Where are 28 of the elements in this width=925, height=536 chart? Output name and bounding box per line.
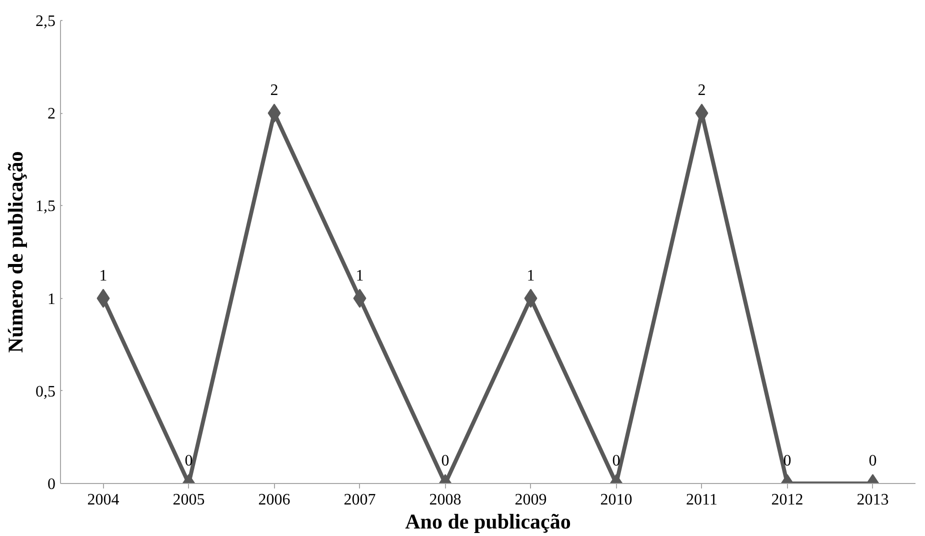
data-label: 0 (441, 452, 450, 470)
data-label: 0 (612, 452, 620, 470)
y-tick-label: 2,5 (36, 13, 56, 30)
data-label: 0 (868, 452, 877, 470)
data-label: 0 (184, 452, 193, 470)
x-tick-label: 2004 (87, 492, 120, 508)
x-tick-label: 2013 (856, 492, 889, 508)
x-axis-title: Ano de publicação (405, 510, 571, 534)
y-tick-label: 2 (48, 106, 56, 123)
x-tick-label: 2011 (686, 492, 718, 508)
x-tick-label: 2005 (172, 492, 205, 508)
y-tick-label: 0 (48, 476, 56, 493)
x-tick-label: 2006 (258, 492, 290, 508)
data-label: 2 (698, 82, 706, 100)
data-label: 0 (783, 452, 792, 470)
data-label: 2 (270, 82, 278, 100)
data-label: 1 (99, 267, 108, 284)
y-tick-label: 0,5 (36, 383, 56, 400)
data-label: 1 (526, 267, 535, 284)
x-tick-label: 2008 (429, 492, 462, 508)
data-label: 1 (356, 267, 364, 284)
x-tick-label: 2007 (344, 492, 376, 508)
y-tick-label: 1 (48, 290, 56, 308)
x-tick-label: 2012 (771, 492, 804, 508)
y-tick-label: 1,5 (36, 198, 56, 216)
x-tick-label: 2010 (600, 492, 632, 508)
y-axis-title: Número de publicação (4, 151, 28, 353)
x-tick-label: 2009 (514, 492, 547, 508)
